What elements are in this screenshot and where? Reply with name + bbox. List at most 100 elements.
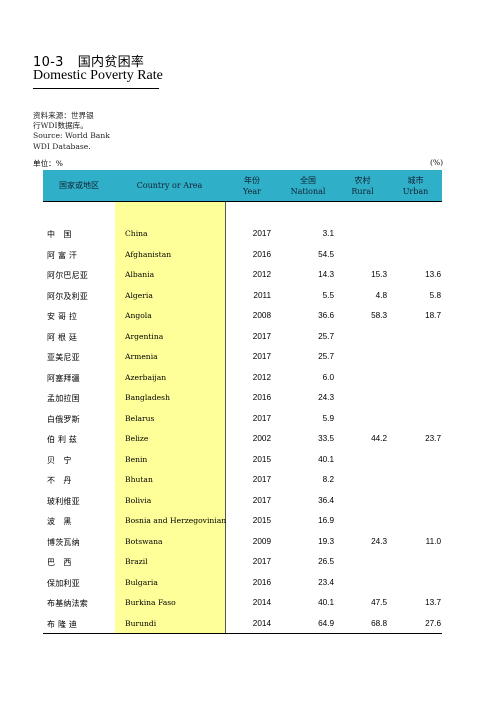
table-row: 布基纳法索 Burkina Faso 2014 40.1 47.5 13.7 — [43, 593, 442, 614]
table-row: 伯 利 兹 Belize 2002 33.5 44.2 23.7 — [43, 429, 442, 450]
cell-country-cn: 伯 利 兹 — [47, 435, 78, 444]
cell-country-cn: 中 国 — [47, 230, 72, 239]
cell-country-cn: 波 黑 — [47, 517, 72, 526]
table-row: 巴 西 Brazil 2017 26.5 — [43, 552, 442, 573]
cell-country-cn: 阿尔巴尼亚 — [47, 271, 88, 280]
cell-year: 2011 — [253, 290, 271, 300]
cell-year: 2014 — [252, 598, 271, 607]
cell-rural: 68.8 — [371, 618, 387, 628]
cell-national: 24.3 — [318, 393, 334, 402]
table-row: 白俄罗斯 Belarus 2017 5.9 — [43, 409, 442, 430]
cell-country-en: Botswana — [125, 536, 163, 546]
cell-country-en: Armenia — [125, 352, 158, 361]
cell-year: 2015 — [252, 516, 271, 525]
cell-country-en: Angola — [125, 311, 152, 320]
table-row: 安 哥 拉 Angola 2008 36.6 58.3 18.7 — [43, 306, 442, 327]
cell-country-en: Brazil — [125, 557, 148, 566]
header-rural: 农村 Rural — [351, 175, 374, 196]
cell-rural: 44.2 — [371, 434, 387, 443]
cell-country-en: Azerbaijan — [125, 372, 167, 382]
cell-year: 2009 — [252, 536, 271, 546]
cell-country-en: Benin — [125, 454, 148, 464]
header-year: 年份 Year — [243, 175, 261, 196]
cell-national: 16.9 — [318, 516, 334, 525]
cell-national: 40.1 — [318, 598, 334, 607]
cell-country-en: Bolivia — [125, 495, 152, 505]
cell-national: 19.3 — [318, 536, 334, 546]
cell-country-cn: 保加利亚 — [47, 578, 80, 588]
source-cn-line2: 行WDI数据库。 — [33, 121, 88, 131]
table-row: 阿尔巴尼亚 Albania 2012 14.3 15.3 13.6 — [43, 265, 442, 286]
cell-year: 2016 — [252, 577, 271, 587]
cell-country-cn: 安 哥 拉 — [47, 312, 78, 321]
unit-label-right: (%) — [430, 158, 444, 167]
header-urban: 城市 Urban — [402, 175, 429, 196]
header-country-en: Country or Area — [136, 181, 203, 190]
header-national: 全国 National — [290, 175, 326, 196]
cell-national: 36.6 — [318, 311, 334, 320]
cell-country-cn: 玻利维亚 — [47, 496, 80, 506]
cell-urban: 18.7 — [425, 311, 441, 320]
cell-national: 26.5 — [318, 557, 334, 566]
cell-country-cn: 阿尔及利亚 — [47, 291, 88, 301]
title-underline — [33, 88, 159, 89]
table-bottom-rule — [43, 633, 442, 634]
table-body: 中 国 China 2017 3.1 阿 富 汗 Afghanistan 2016 54.5 阿… — [43, 224, 442, 634]
cell-country-cn: 阿 根 廷 — [47, 332, 78, 342]
cell-country-en: Belarus — [125, 413, 155, 423]
cell-urban: 13.7 — [425, 598, 441, 607]
page-title-cn: 10-3 国内贫困率 — [33, 51, 144, 70]
table-row: 阿 富 汗 Afghanistan 2016 54.5 — [43, 245, 442, 266]
table-row: 波 黑 Bosnia and Herzegovinian 2015 16.9 — [43, 511, 442, 532]
cell-country-cn: 博茨瓦纳 — [47, 537, 80, 547]
cell-country-cn: 巴 西 — [47, 558, 72, 567]
cell-country-cn: 阿塞拜疆 — [47, 373, 80, 383]
cell-country-en: Algeria — [125, 290, 153, 300]
table-row: 玻利维亚 Bolivia 2017 36.4 — [43, 491, 442, 512]
cell-year: 2016 — [252, 393, 271, 402]
source-en-line2: WDI Database. — [33, 141, 91, 151]
table-row: 布 隆 迪 Burundi 2014 64.9 68.8 27.6 — [43, 614, 442, 635]
table-number: 10-3 — [33, 55, 64, 70]
cell-urban: 5.8 — [429, 290, 441, 300]
cell-year: 2017 — [252, 475, 271, 484]
cell-urban: 13.6 — [425, 270, 441, 279]
cell-national: 23.4 — [318, 577, 334, 587]
cell-national: 8.2 — [322, 475, 334, 484]
cell-country-cn: 贝 宁 — [47, 455, 72, 465]
cell-year: 2017 — [252, 331, 271, 341]
source-note: 资料来源：世界银 行WDI数据库。 Source: World Bank WDI… — [33, 111, 110, 152]
cell-urban: 27.6 — [425, 618, 441, 628]
cell-national: 40.1 — [318, 454, 334, 464]
cell-year: 2017 — [252, 229, 271, 238]
table-row: 贝 宁 Benin 2015 40.1 — [43, 450, 442, 471]
cell-country-cn: 阿 富 汗 — [47, 250, 78, 260]
cell-national: 25.7 — [318, 352, 334, 361]
cell-year: 2014 — [252, 618, 271, 628]
cell-urban: 23.7 — [425, 434, 441, 443]
cell-country-cn: 亚美尼亚 — [47, 353, 80, 362]
cell-national: 36.4 — [318, 495, 334, 505]
cell-year: 2012 — [252, 372, 271, 382]
cell-national: 14.3 — [318, 270, 334, 279]
cell-urban: 11.0 — [425, 536, 441, 546]
cell-year: 2017 — [252, 557, 271, 566]
table-header: 国家或地区 Country or Area 年份 Year 全国 National … — [43, 170, 442, 201]
table-row: 阿 根 廷 Argentina 2017 25.7 — [43, 327, 442, 348]
cell-national: 3.1 — [322, 229, 334, 238]
cell-country-en: Belize — [125, 434, 149, 443]
cell-country-cn: 不 丹 — [47, 476, 72, 485]
table-row: 阿尔及利亚 Algeria 2011 5.5 4.8 5.8 — [43, 286, 442, 307]
cell-national: 25.7 — [318, 331, 334, 341]
cell-country-en: Bosnia and Herzegovinian — [125, 516, 227, 525]
cell-national: 6.0 — [322, 372, 334, 382]
cell-national: 5.5 — [322, 290, 334, 300]
cell-country-en: Afghanistan — [125, 249, 172, 259]
cell-country-cn: 布 隆 迪 — [47, 619, 78, 629]
cell-country-cn: 白俄罗斯 — [47, 414, 80, 424]
cell-country-en: China — [125, 229, 148, 238]
cell-country-en: Burundi — [125, 618, 157, 628]
cell-year: 2002 — [252, 434, 271, 443]
cell-year: 2015 — [252, 454, 271, 464]
table-row: 阿塞拜疆 Azerbaijan 2012 6.0 — [43, 368, 442, 389]
